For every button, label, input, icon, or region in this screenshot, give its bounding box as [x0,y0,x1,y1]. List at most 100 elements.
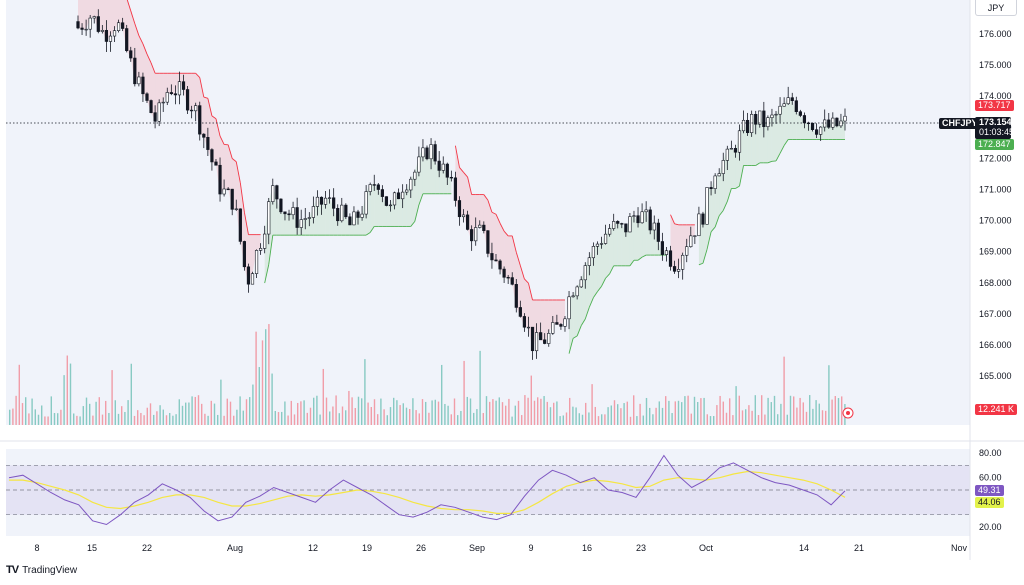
candle-body [454,178,457,201]
candle-body [694,236,697,237]
volume-bar [134,416,135,425]
volume-bar [9,410,10,425]
candle-body [474,228,477,241]
candle-body [267,202,270,234]
volume-bar [143,415,144,425]
volume-bar [828,365,829,425]
candle-body [507,277,510,278]
candle-body [706,187,709,224]
volume-bar [297,403,298,425]
volume-bar [111,370,112,425]
volume-bar [121,406,122,425]
volume-bar [723,402,724,425]
candle-body [738,131,741,152]
volume-bar [799,398,800,425]
volume-bar [771,402,772,425]
supertrend-fill-segment [192,73,196,111]
volume-bar [124,412,125,425]
candle-body [85,29,88,30]
volume-bar [454,398,455,425]
volume-bar [735,386,736,425]
volume-bar [278,412,279,425]
volume-bar [105,401,106,425]
candle-body [369,185,372,192]
volume-bar [137,410,138,425]
volume-bar [665,396,666,425]
volume-bar [150,403,151,425]
volume-bar [246,399,247,425]
volume-bar [255,332,256,425]
candle-body [763,111,766,127]
volume-bar [99,397,100,425]
volume-bar [332,406,333,425]
volume-bar [783,357,784,425]
candle-body [458,200,461,216]
volume-settings-icon[interactable] [843,408,853,418]
volume-bar [403,403,404,425]
volume-bar [12,409,13,425]
volume-bar [537,397,538,425]
volume-bar [463,361,464,425]
currency-label[interactable]: JPY [975,0,1017,16]
candle-body [77,22,80,28]
candle-body [243,241,246,266]
volume-bar [147,408,148,425]
volume-bar [355,408,356,425]
volume-bar [227,399,228,425]
volume-bar [511,417,512,425]
candle-body [612,221,615,228]
candle-body [349,217,352,225]
candle-body [332,198,335,209]
volume-bar [761,395,762,425]
candle-body [718,174,721,176]
volume-bar [556,401,557,425]
rsi-ma-label: 44.06 [975,497,1004,508]
volume-bar [387,415,388,425]
volume-bar [473,413,474,425]
time-tick-label: Sep [469,543,485,553]
candle-body [543,340,546,344]
candle-body [316,197,319,206]
candle-body [158,103,161,121]
candle-body [568,297,571,319]
time-tick-label: 19 [362,543,372,553]
volume-bar [249,397,250,425]
candle-body [552,322,555,333]
volume-bar [159,405,160,425]
volume-bar [790,396,791,425]
rsi-tick-label: 20.00 [979,522,1002,532]
candle-body [276,186,279,199]
candle-body [714,176,717,189]
volume-bar [585,403,586,425]
candle-body [629,217,632,232]
candle-body [97,17,100,32]
candle-body [535,333,538,351]
volume-bar [687,396,688,425]
candle-body [125,29,128,51]
tradingview-logo[interactable]: TV TradingView [6,564,77,576]
volume-bar [201,404,202,425]
volume-bar [739,396,740,425]
candle-body [466,215,469,230]
volume-bar [543,396,544,425]
candle-body [710,187,713,188]
volume-bar [70,364,71,425]
volume-bar [601,414,602,425]
candle-body [389,205,392,206]
volume-bar [291,401,292,425]
volume-bar [444,404,445,425]
volume-bar [518,401,519,425]
candle-body [584,266,587,280]
price-tick-label: 175.000 [979,60,1012,70]
candle-body [259,248,262,250]
candle-body [726,149,729,160]
volume-bar [428,413,429,425]
candle-body [101,30,104,31]
supertrend-fill-segment [476,195,480,228]
candle-body [340,205,343,221]
volume-bar [726,413,727,425]
volume-bar [476,409,477,425]
time-tick-label: Oct [699,543,714,553]
